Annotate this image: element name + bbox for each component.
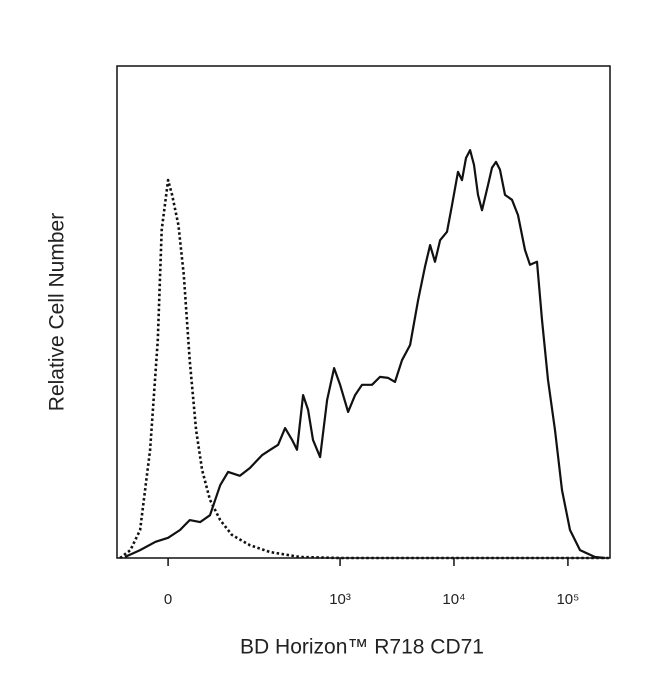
x-tick-label: 10⁵ — [556, 591, 579, 608]
histogram-line — [124, 149, 606, 560]
x-tick-label: 10⁴ — [442, 591, 465, 608]
y-axis-label: Relative Cell Number — [46, 213, 69, 411]
x-tick-label: 0 — [164, 591, 172, 608]
histogram-line — [119, 178, 610, 560]
plot-frame — [116, 65, 611, 559]
x-axis-label: BD Horizon™ R718 CD71 — [240, 636, 484, 659]
x-tick-label: 10³ — [329, 591, 351, 608]
